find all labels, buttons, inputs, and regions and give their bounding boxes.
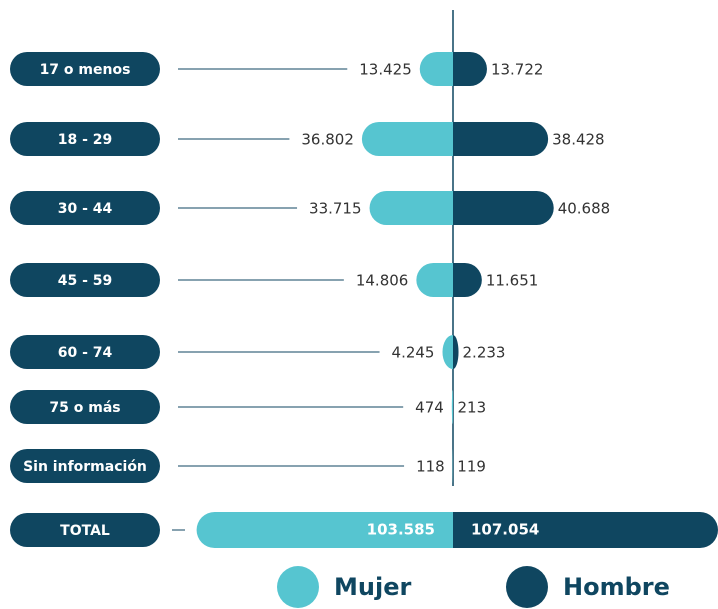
category-pill — [10, 122, 160, 156]
value-label: 40.688 — [558, 200, 611, 218]
bar — [361, 122, 453, 156]
bar — [453, 390, 454, 424]
category-label: 17 o menos — [40, 62, 131, 78]
bar — [453, 263, 482, 297]
value-label: 474 — [415, 399, 444, 417]
bar — [453, 122, 549, 156]
category-label: 30 - 44 — [58, 201, 113, 217]
bar — [451, 390, 453, 424]
bar — [453, 335, 459, 369]
value-label: 213 — [458, 399, 487, 417]
category-pill — [10, 513, 160, 547]
category-label: Sin información — [23, 459, 147, 475]
category-pill — [10, 390, 160, 424]
bar — [369, 191, 453, 225]
legend-label: Hombre — [563, 573, 670, 601]
total-value-label: 103.585 — [367, 521, 435, 539]
value-label: 119 — [457, 458, 486, 476]
category-label: 18 - 29 — [58, 132, 113, 148]
category-pill — [10, 335, 160, 369]
value-label: 13.722 — [491, 61, 544, 79]
value-label: 2.233 — [463, 344, 506, 362]
category-label: 45 - 59 — [58, 273, 113, 289]
total-value-label: 107.054 — [471, 521, 539, 539]
bar — [419, 52, 453, 86]
category-pill — [10, 263, 160, 297]
value-label: 14.806 — [356, 272, 409, 290]
category-label: 75 o más — [49, 400, 120, 416]
category-label: 60 - 74 — [58, 345, 113, 361]
legend-swatch — [277, 566, 319, 608]
category-pill — [10, 191, 160, 225]
value-label: 118 — [416, 458, 445, 476]
category-label: TOTAL — [60, 523, 110, 539]
bar — [453, 52, 487, 86]
bar — [453, 191, 554, 225]
value-label: 36.802 — [301, 131, 354, 149]
value-label: 13.425 — [359, 61, 412, 79]
value-label: 4.245 — [392, 344, 435, 362]
value-label: 11.651 — [486, 272, 538, 290]
value-label: 33.715 — [309, 200, 362, 218]
bar — [442, 335, 453, 369]
bar — [453, 512, 718, 548]
legend-label: Mujer — [334, 573, 411, 601]
bar — [416, 263, 453, 297]
category-pill — [10, 52, 160, 86]
category-pill — [10, 449, 160, 483]
value-label: 38.428 — [552, 131, 605, 149]
legend-swatch — [506, 566, 548, 608]
bar — [196, 512, 454, 548]
